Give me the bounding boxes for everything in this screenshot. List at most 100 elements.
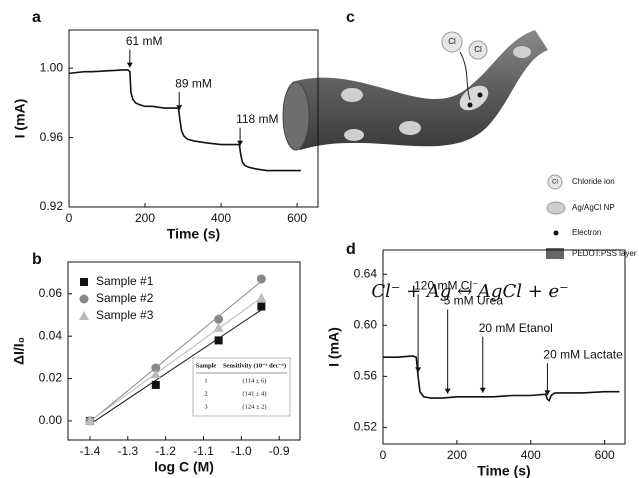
x-axis-label: Time (s) bbox=[167, 226, 220, 242]
x-tick-label: -1.2 bbox=[155, 444, 176, 458]
fit-line bbox=[89, 309, 262, 425]
y-tick-label: 0.06 bbox=[39, 286, 63, 300]
plot-frame bbox=[67, 261, 301, 441]
inset-table: Sample Sensitivity (10⁻³ dec⁻¹) 1 (114 ± 6)… bbox=[192, 357, 291, 417]
arrow-head bbox=[444, 388, 451, 394]
legend-label: Sample #2 bbox=[96, 291, 154, 305]
y-tick-label: 0.52 bbox=[354, 420, 378, 434]
marker bbox=[151, 363, 161, 373]
legend-label: Sample #1 bbox=[96, 274, 154, 288]
y-tick-label: 1.00 bbox=[40, 60, 64, 74]
x-tick-label: 200 bbox=[447, 448, 467, 462]
arrow-head bbox=[415, 367, 422, 373]
y-tick-label: 0.96 bbox=[40, 130, 64, 144]
annotation: 5 mM Urea bbox=[444, 294, 504, 308]
x-tick-label: -0.9 bbox=[269, 444, 290, 458]
x-tick-label: -1.1 bbox=[193, 444, 214, 458]
fit-line bbox=[89, 297, 262, 422]
table-cell: (124 ± 2) bbox=[242, 403, 266, 410]
x-axis-label: log C (M) bbox=[154, 459, 214, 475]
annotation: 120 mM Cl⁻ bbox=[414, 279, 478, 293]
x-tick-label: -1.0 bbox=[231, 444, 252, 458]
table-header: Sensitivity (10⁻³ dec⁻¹) bbox=[223, 362, 286, 369]
x-tick-label: 400 bbox=[211, 211, 231, 225]
table-cell: 1 bbox=[204, 377, 207, 384]
marker bbox=[214, 314, 224, 324]
annotation: 118 mM bbox=[236, 112, 278, 126]
y-axis-label: I (mA) bbox=[12, 99, 28, 139]
table-cell: 2 bbox=[204, 390, 207, 397]
fit-line bbox=[89, 280, 262, 423]
plot-frame bbox=[382, 249, 626, 445]
x-tick-label: 600 bbox=[287, 211, 307, 225]
x-tick-label: 0 bbox=[380, 448, 387, 462]
legend-text: Ag/AgCl NP bbox=[572, 203, 615, 212]
arrow-head bbox=[126, 62, 133, 68]
polymer-fiber bbox=[292, 30, 548, 150]
chloride-ion bbox=[441, 31, 463, 53]
marker bbox=[213, 322, 224, 332]
diagram-panel: c Cl Cl Cl Chloride ion Ag/AgCl NP Elect… bbox=[282, 9, 637, 302]
ion-symbol: Cl bbox=[474, 45, 482, 54]
arrow-head bbox=[479, 387, 486, 393]
nanoparticle bbox=[344, 129, 364, 141]
table-header: Sample bbox=[196, 362, 217, 369]
equation: Cl⁻ + Ag ↔ AgCl + e⁻ bbox=[371, 281, 568, 302]
table-cell: (114 ± 6) bbox=[243, 377, 267, 384]
x-tick-label: -1.4 bbox=[80, 444, 101, 458]
annotation: 20 mM Etanol bbox=[479, 321, 553, 335]
legend-layer bbox=[546, 248, 564, 259]
legend-nanoparticle bbox=[546, 201, 566, 215]
marker bbox=[150, 369, 161, 379]
panel-label: d bbox=[346, 241, 356, 258]
x-tick-label: 600 bbox=[595, 448, 615, 462]
marker bbox=[79, 294, 89, 304]
marker bbox=[256, 293, 267, 303]
legend-text: Chloride ion bbox=[572, 177, 615, 186]
y-tick-label: 0.04 bbox=[39, 328, 63, 342]
arrow-head bbox=[544, 390, 551, 396]
y-axis-label: ΔI/I₀ bbox=[11, 337, 27, 365]
table-cell: 3 bbox=[204, 403, 207, 410]
table-cell: (141 ± 4) bbox=[242, 390, 266, 397]
x-tick-label: 400 bbox=[521, 448, 541, 462]
marker bbox=[214, 336, 223, 345]
panel-label: c bbox=[346, 9, 355, 26]
ion-path bbox=[459, 51, 471, 101]
annotation: 89 mM bbox=[175, 76, 212, 90]
x-tick-label: 200 bbox=[135, 211, 155, 225]
y-tick-label: 0.02 bbox=[39, 371, 63, 385]
table-box bbox=[192, 357, 291, 417]
marker bbox=[151, 380, 160, 389]
arrow-head bbox=[237, 140, 244, 146]
marker bbox=[256, 274, 266, 284]
electron bbox=[477, 92, 483, 98]
y-tick-label: 0.60 bbox=[354, 317, 378, 331]
y-tick-label: 0.64 bbox=[354, 266, 378, 280]
ion-symbol: Cl bbox=[552, 180, 558, 186]
x-tick-label: 0 bbox=[66, 211, 73, 225]
nanoparticle bbox=[513, 46, 531, 58]
data-line bbox=[68, 69, 301, 172]
x-tick-label: -1.3 bbox=[117, 444, 138, 458]
legend-label: Sample #3 bbox=[96, 308, 154, 322]
legend-text: PEDOT:PSS layer bbox=[572, 249, 637, 258]
marker bbox=[84, 415, 95, 425]
y-tick-label: 0.56 bbox=[354, 369, 378, 383]
legend-ion bbox=[547, 174, 563, 190]
ion-symbol: Cl bbox=[448, 37, 456, 46]
panel-label: a bbox=[32, 9, 41, 26]
annotation: 20 mM Lactate bbox=[543, 348, 623, 362]
y-tick-label: 0.92 bbox=[40, 199, 64, 213]
arrow-head bbox=[176, 105, 183, 111]
y-tick-label: 0.00 bbox=[39, 413, 63, 427]
nanoparticle bbox=[459, 85, 489, 111]
fiber-end bbox=[282, 81, 310, 151]
plot-frame bbox=[68, 29, 319, 208]
annotation: 61 mM bbox=[126, 34, 163, 48]
marker bbox=[80, 278, 88, 286]
chloride-ion bbox=[468, 40, 488, 60]
nanoparticle bbox=[399, 121, 421, 135]
legend-text: Electron bbox=[572, 228, 601, 237]
